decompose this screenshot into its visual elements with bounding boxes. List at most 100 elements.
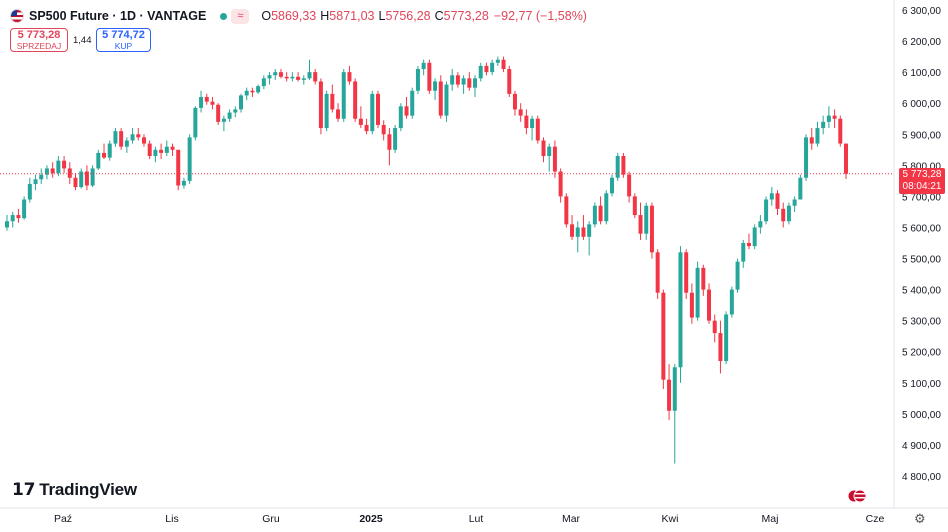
candle-body xyxy=(604,193,609,222)
candle-body xyxy=(821,121,826,129)
candle-body xyxy=(535,118,540,141)
candle xyxy=(39,168,44,184)
candle xyxy=(27,177,32,203)
candle xyxy=(341,69,346,122)
candle xyxy=(278,69,283,79)
candle xyxy=(136,128,141,141)
candle xyxy=(564,193,569,228)
y-tick-label: 6 300,00 xyxy=(902,6,941,17)
candle xyxy=(164,140,169,157)
y-tick-label: 4 900,00 xyxy=(902,441,941,452)
candle-body xyxy=(124,140,129,147)
candle xyxy=(10,211,15,228)
candle xyxy=(735,258,740,293)
candle xyxy=(672,364,677,464)
candle-body xyxy=(649,205,654,253)
settings-gear-icon[interactable]: ⚙ xyxy=(914,511,926,526)
candle xyxy=(467,72,472,91)
candle-body xyxy=(27,183,32,200)
candle xyxy=(746,233,751,250)
candle-body xyxy=(73,177,78,188)
candle xyxy=(290,72,295,82)
high-value: 5871,03 xyxy=(329,9,375,23)
candle-body xyxy=(324,93,329,129)
market-open-dot-icon xyxy=(220,12,228,20)
candle-body xyxy=(278,72,283,77)
x-tick-label: Cze xyxy=(866,513,885,525)
candle xyxy=(415,65,420,94)
y-tick-label: 6 200,00 xyxy=(902,37,941,48)
x-tick-label: Lis xyxy=(165,513,178,525)
candle-body xyxy=(261,78,266,87)
candle xyxy=(764,196,769,225)
candle-body xyxy=(689,292,694,318)
candle-body xyxy=(296,76,301,80)
candle xyxy=(769,187,774,206)
candle-body xyxy=(632,196,637,216)
candle-body xyxy=(421,62,426,70)
candle xyxy=(176,149,181,191)
candle-body xyxy=(844,143,848,174)
wave-icon[interactable]: ≈ xyxy=(231,8,250,24)
candle xyxy=(181,177,186,189)
last-price-value: 5 773,28 xyxy=(902,168,942,180)
candle-body xyxy=(56,160,61,174)
candle xyxy=(541,137,546,163)
sell-button[interactable]: 5 773,28 SPRZEDAJ xyxy=(10,28,68,52)
candle-body xyxy=(615,156,620,178)
candle xyxy=(775,190,780,216)
candle-body xyxy=(204,96,209,102)
candle xyxy=(667,364,672,421)
candle-body xyxy=(153,149,158,157)
candle-body xyxy=(318,81,323,129)
candle xyxy=(478,62,483,82)
candle xyxy=(490,59,495,76)
candle-body xyxy=(512,93,517,110)
candle xyxy=(695,261,700,321)
candle-body xyxy=(141,137,146,144)
chart-header: SP500 Future · 1D · VANTAGE ≈ O 5869,33 H… xyxy=(10,7,587,25)
y-tick-label: 5 400,00 xyxy=(902,286,941,297)
sell-price: 5 773,28 xyxy=(17,29,61,41)
candle xyxy=(239,93,244,113)
candle-body xyxy=(724,314,729,362)
countdown-value: 08:04:21 xyxy=(902,180,942,192)
candle xyxy=(724,311,729,365)
candle xyxy=(575,221,580,253)
candle xyxy=(438,75,443,119)
candle-body xyxy=(147,143,152,157)
candle xyxy=(119,128,124,150)
candle xyxy=(16,208,21,223)
candle xyxy=(284,72,289,82)
candle-body xyxy=(113,131,118,144)
candle-body xyxy=(10,215,15,222)
candle-body xyxy=(164,146,169,153)
candle-body xyxy=(393,128,398,150)
candle xyxy=(204,93,209,105)
candle xyxy=(216,103,221,125)
open-label: O xyxy=(261,9,272,23)
candle-body xyxy=(79,171,84,188)
candle xyxy=(547,143,552,172)
tradingview-logo[interactable]: 𝟭𝟳 TradingView xyxy=(12,480,137,500)
candle xyxy=(604,190,609,225)
candle-body xyxy=(307,72,312,79)
y-tick-label: 4 800,00 xyxy=(902,472,941,483)
flags-icon[interactable] xyxy=(848,488,866,504)
candle-body xyxy=(518,109,523,116)
candle-body xyxy=(50,168,55,174)
close-value: 5773,28 xyxy=(443,9,489,23)
candle xyxy=(193,106,198,141)
candle xyxy=(592,202,597,228)
buy-button[interactable]: 5 774,72 KUP xyxy=(96,28,151,52)
candle-body xyxy=(707,289,712,321)
candle xyxy=(570,215,575,240)
candle xyxy=(644,202,649,240)
candle-body xyxy=(775,193,780,209)
symbol-title[interactable]: SP500 Future · 1D · VANTAGE xyxy=(29,9,207,23)
y-tick-label: 5 000,00 xyxy=(902,410,941,421)
open-value: 5869,33 xyxy=(271,9,317,23)
candle-body xyxy=(495,59,500,63)
candle xyxy=(153,146,158,163)
